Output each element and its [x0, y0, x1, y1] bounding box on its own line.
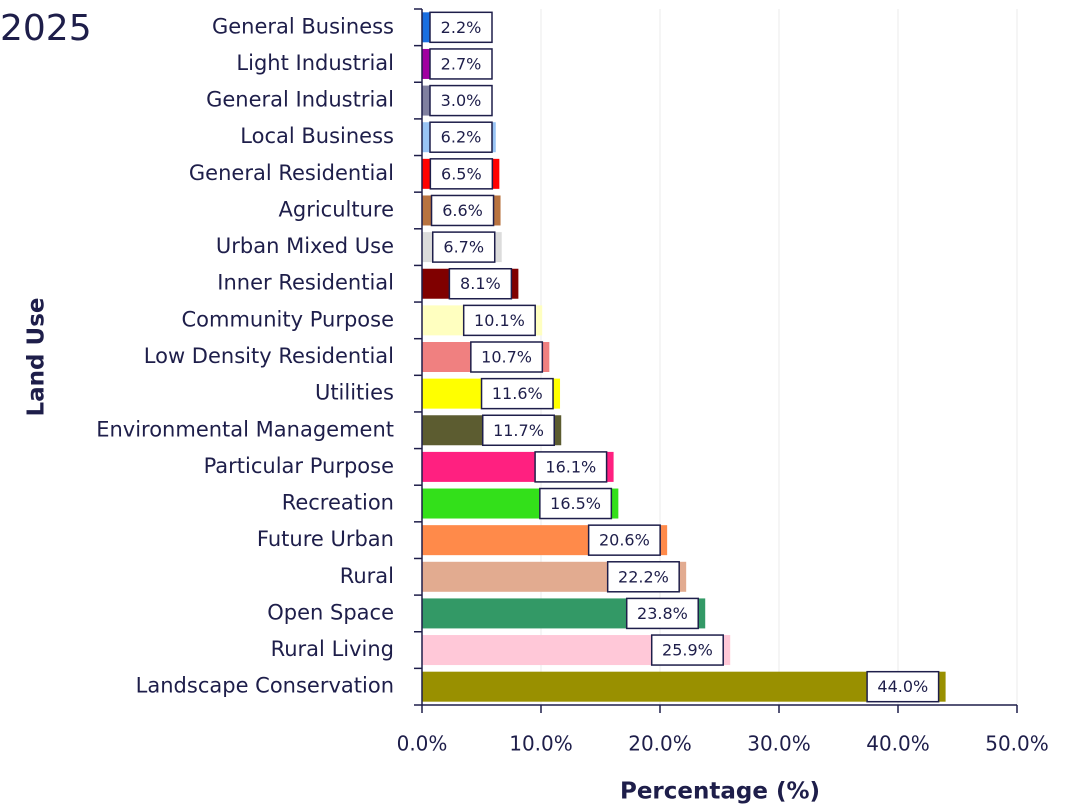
value-label: 6.6%: [442, 201, 483, 220]
y-tick-label: Utilities: [315, 381, 394, 405]
y-tick-label: Rural Living: [271, 637, 394, 661]
value-label: 16.1%: [545, 457, 596, 476]
y-axis-label: Land Use: [24, 298, 50, 417]
value-label-box: [429, 84, 493, 117]
y-tick-label: Recreation: [282, 491, 394, 515]
value-label: 44.0%: [877, 677, 928, 696]
value-label-box: [429, 11, 493, 44]
y-tick-label: Inner Residential: [217, 271, 394, 295]
x-tick-label: 50.0%: [985, 732, 1049, 756]
value-label-box: [587, 524, 661, 556]
x-tick-label: 30.0%: [747, 732, 811, 756]
x-tick-label: 10.0%: [509, 732, 573, 756]
x-axis-label: Percentage (%): [620, 779, 820, 805]
y-tick-label: Particular Purpose: [204, 454, 394, 478]
value-label: 10.7%: [481, 348, 532, 367]
value-label: 2.7%: [441, 54, 482, 73]
y-tick-label: Low Density Residential: [144, 344, 394, 368]
y-tick-label: Environmental Management: [96, 417, 394, 441]
y-tick-label: Urban Mixed Use: [216, 234, 394, 258]
y-tick-label: General Industrial: [206, 88, 394, 112]
value-label-box: [625, 597, 699, 630]
x-tick-label: 40.0%: [866, 732, 930, 756]
value-label-box: [430, 194, 495, 227]
value-label-box: [462, 304, 536, 337]
y-tick-label: Light Industrial: [236, 51, 394, 75]
value-label: 11.7%: [493, 421, 544, 440]
value-label-box: [866, 670, 940, 703]
y-tick-label: Open Space: [267, 600, 394, 624]
value-label-box: [480, 377, 554, 410]
y-tick-label: Local Business: [240, 124, 394, 148]
y-tick-label: Community Purpose: [182, 307, 395, 331]
value-label: 3.0%: [441, 91, 482, 110]
value-label: 6.2%: [441, 128, 482, 147]
y-tick-label: Future Urban: [257, 527, 394, 551]
y-tick-label: General Business: [212, 14, 394, 38]
value-label: 16.5%: [550, 494, 601, 513]
value-label-box: [481, 414, 555, 447]
value-label-box: [429, 48, 493, 80]
value-label-box: [606, 561, 680, 593]
value-label-box: [470, 341, 544, 373]
value-label-box: [431, 231, 496, 263]
value-label: 6.5%: [441, 164, 482, 183]
y-tick-label: Agriculture: [279, 197, 395, 221]
value-label: 10.1%: [474, 311, 525, 330]
chart-title: 2025: [0, 8, 92, 49]
value-label: 6.7%: [443, 238, 484, 257]
value-label: 23.8%: [637, 604, 688, 623]
value-label-box: [539, 487, 613, 520]
value-label: 22.2%: [618, 567, 669, 586]
value-label-box: [429, 158, 494, 190]
value-label: 2.2%: [441, 18, 482, 37]
value-label-box: [650, 634, 724, 666]
value-label-box: [448, 267, 513, 300]
y-tick-label: Rural: [340, 564, 394, 588]
value-label: 8.1%: [460, 274, 501, 293]
value-label: 20.6%: [599, 531, 650, 550]
value-label-box: [534, 451, 608, 483]
x-tick-label: 20.0%: [628, 732, 692, 756]
value-label: 11.6%: [492, 384, 543, 403]
y-tick-label: General Residential: [189, 161, 394, 185]
x-tick-label: 0.0%: [397, 732, 448, 756]
value-label-box: [429, 121, 493, 153]
value-label: 25.9%: [662, 641, 713, 660]
bar: [422, 671, 946, 702]
y-tick-label: Landscape Conservation: [136, 674, 394, 698]
